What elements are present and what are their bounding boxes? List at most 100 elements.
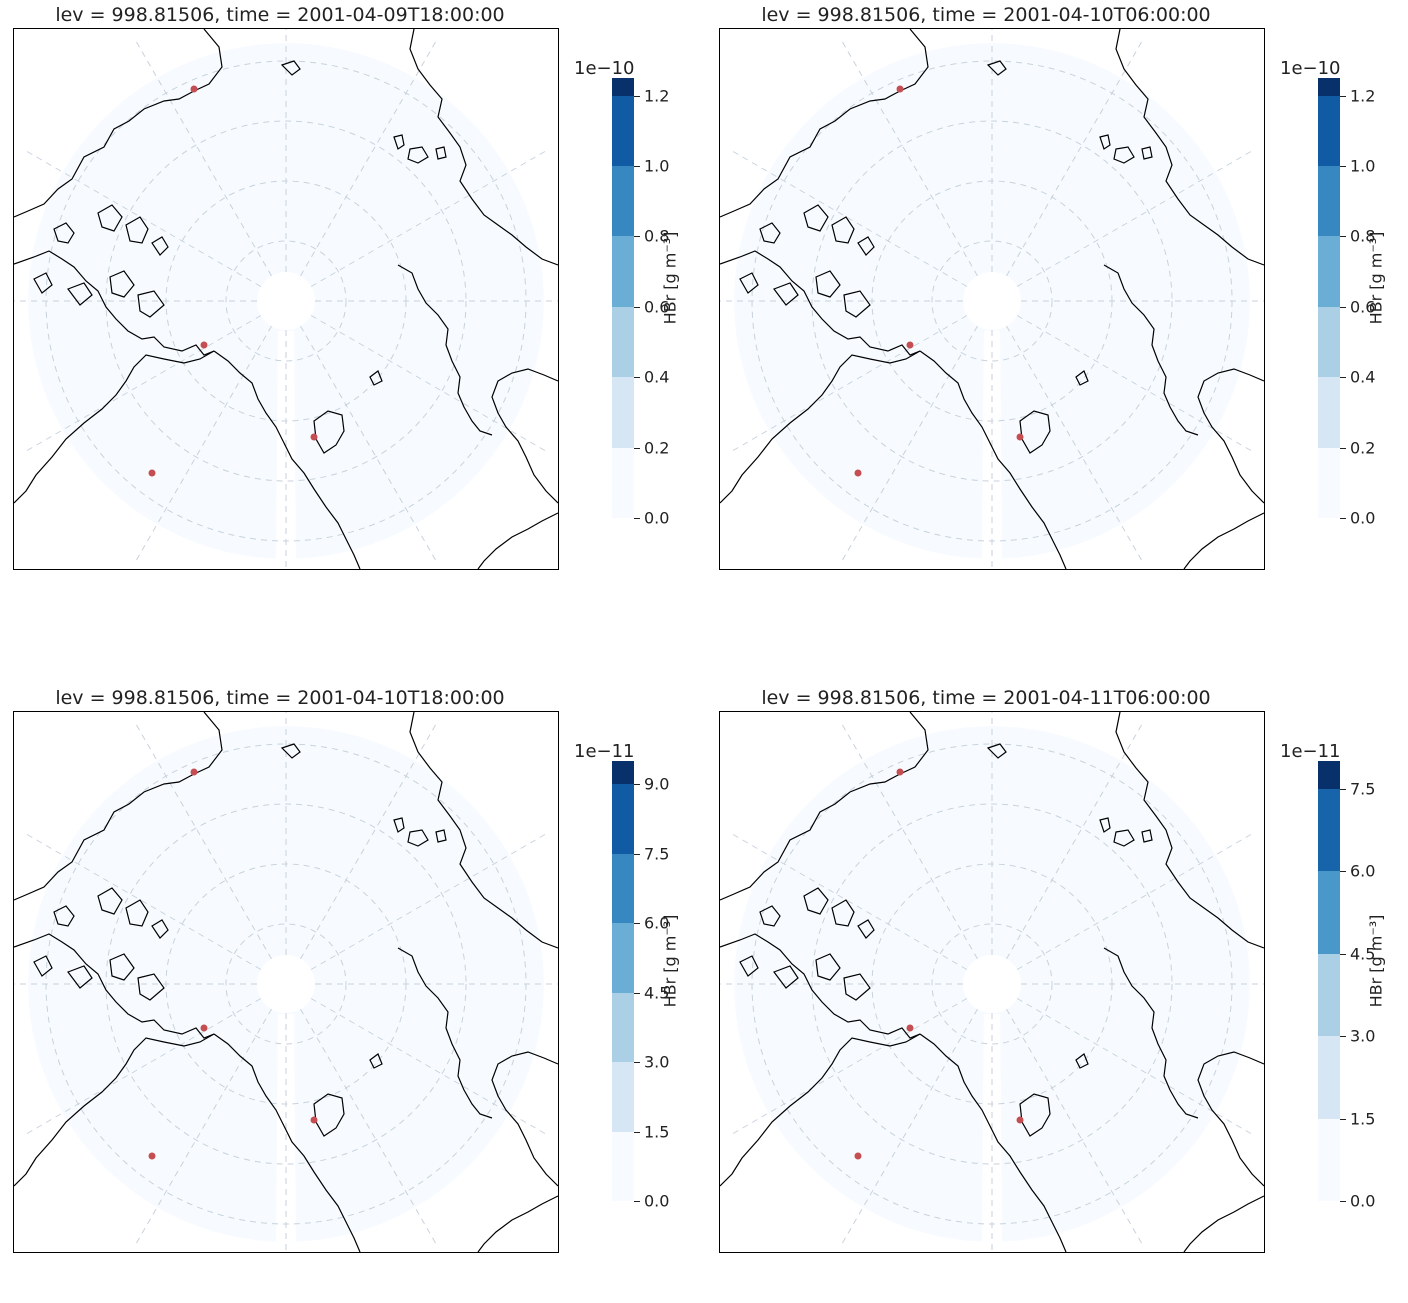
station-marker-0 (896, 768, 904, 776)
colorbar-tick (634, 95, 640, 97)
colorbar-segment (612, 166, 634, 237)
coastline-0 (14, 712, 223, 901)
coastline-3 (213, 1033, 361, 1252)
coastline-1 (720, 250, 921, 356)
meridian-2 (1006, 1008, 1143, 1245)
coastline-5 (1197, 1051, 1264, 1187)
station-marker-2 (854, 1152, 862, 1160)
island-6 (831, 216, 855, 244)
colorbar-tick-label: 6.0 (644, 913, 670, 933)
colorbar-exponent: 1e−11 (574, 741, 635, 762)
coastline-6 (1183, 1195, 1264, 1252)
island-10 (843, 973, 871, 1001)
colorbar-tick (1340, 377, 1346, 379)
colorbar-tick-label: 0.0 (644, 1191, 670, 1211)
station-marker-3 (1016, 1116, 1024, 1124)
station-marker-0 (190, 85, 198, 93)
island-10 (137, 290, 165, 318)
colorbar-label: HBr [g m⁻³] (1366, 231, 1386, 325)
island-3 (1141, 829, 1153, 843)
island-6 (125, 216, 149, 244)
colorbar-scale (612, 78, 634, 518)
latitude-ring-0 (225, 240, 347, 362)
colorbar-segment (612, 923, 634, 993)
colorbar-segment (1318, 377, 1340, 448)
colorbar-tick-label: 3.0 (1350, 1026, 1376, 1046)
coastline-2 (720, 350, 921, 504)
colorbar-scale (1318, 761, 1340, 1201)
island-5 (803, 887, 829, 915)
colorbar-tick (1340, 166, 1346, 167)
polar-map (13, 711, 559, 1253)
map-canvas (720, 712, 1264, 1252)
colorbar-segment (612, 377, 634, 448)
colorbar-exponent: 1e−10 (574, 58, 635, 79)
colorbar-tick-label: 0.0 (1350, 1191, 1376, 1211)
colorbar-tick (634, 236, 640, 238)
latitude-ring-2 (811, 120, 1173, 482)
coastline-7 (1103, 264, 1199, 436)
map-panel-4: lev = 998.81506, time = 2001-04-11T06:00… (706, 683, 1406, 1303)
colorbar-tick-label: 1.2 (644, 86, 670, 106)
island-7 (857, 919, 875, 939)
latitude-ring-0 (931, 240, 1053, 362)
colorbar-segment (1318, 871, 1340, 954)
meridian-5 (731, 315, 968, 452)
coastline-6 (1183, 512, 1264, 569)
coastline-1 (14, 250, 215, 356)
colorbar-tick-label: 6.0 (1350, 861, 1376, 881)
colorbar-tick-label: 7.5 (644, 844, 670, 864)
island-2 (407, 146, 429, 164)
polar-hole (257, 955, 315, 1013)
map-panel-1: lev = 998.81506, time = 2001-04-09T18:00… (0, 0, 700, 620)
colorbar-tick (1340, 518, 1346, 519)
latitude-ring-2 (105, 803, 467, 1165)
map-panel-2: lev = 998.81506, time = 2001-04-10T06:00… (706, 0, 1406, 620)
colorbar-tick-label: 1.2 (1350, 86, 1376, 106)
colorbar: 1e−11 HBr [g m⁻³] 0.0 1.5 3.0 4.5 6.0 7.5 (1266, 731, 1406, 1231)
colorbar-tick-label: 0.6 (1350, 297, 1376, 317)
coastlines (14, 29, 558, 569)
island-7 (857, 236, 875, 256)
colorbar-segment (1318, 95, 1340, 166)
meridian-4 (135, 325, 272, 562)
colorbar-tick (634, 166, 640, 167)
meridian-2 (1006, 325, 1143, 562)
colorbar-segment (1318, 953, 1340, 1036)
graticule (14, 29, 558, 569)
island-2 (1113, 146, 1135, 164)
stations (854, 85, 1024, 477)
colorbar-tick (634, 1201, 640, 1202)
colorbar-tick (1340, 95, 1346, 97)
colorbar-tick (1340, 788, 1346, 790)
meridian-4 (841, 325, 978, 562)
island-10 (137, 973, 165, 1001)
colorbar-segment (1318, 1118, 1340, 1201)
colorbar-tick (1340, 1201, 1346, 1202)
island-0 (986, 743, 1007, 759)
colorbar-segment (612, 306, 634, 378)
station-marker-2 (148, 1152, 156, 1160)
panel-title: lev = 998.81506, time = 2001-04-09T18:00… (55, 4, 505, 26)
colorbar-segment (612, 236, 634, 307)
station-marker-1 (906, 341, 914, 349)
coastline-0 (720, 712, 929, 901)
colorbar-tick (634, 1131, 640, 1133)
colorbar: 1e−10 HBr [g m⁻³] 0.0 0.2 0.4 0.6 0.8 1.0 1.2 (560, 48, 700, 548)
meridian-8 (841, 723, 978, 960)
island-13 (1075, 370, 1089, 386)
colorbar-tick-label: 7.5 (1350, 779, 1376, 798)
meridian-4 (841, 1008, 978, 1245)
stations (148, 85, 318, 477)
island-5 (97, 204, 123, 232)
island-8 (67, 282, 93, 306)
coastline-2 (14, 350, 215, 504)
colorbar-tick-label: 9.0 (644, 774, 670, 794)
meridian-7 (25, 833, 262, 970)
meridian-2 (300, 325, 437, 562)
station-marker-3 (310, 433, 318, 441)
meridian-4 (135, 1008, 272, 1245)
graticule (14, 712, 558, 1252)
island-13 (369, 370, 383, 386)
coastline-4 (1115, 29, 1264, 266)
